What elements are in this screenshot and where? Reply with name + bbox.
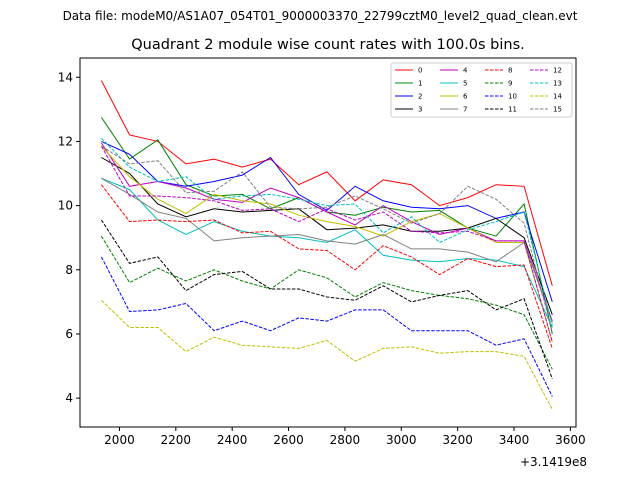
chart-title: Quadrant 2 module wise count rates with … [131, 37, 525, 53]
legend-label-11: 11 [508, 106, 517, 114]
data-file-header: Data file: modeM0/AS1A07_054T01_90000033… [63, 9, 578, 23]
series-line-14 [101, 299, 553, 410]
x-tick-label: 3200 [442, 433, 473, 447]
legend-label-13: 13 [553, 80, 562, 88]
x-tick-label: 3600 [555, 433, 586, 447]
legend-label-10: 10 [508, 93, 517, 101]
legend-label-14: 14 [553, 93, 562, 101]
legend-label-0: 0 [418, 67, 422, 75]
legend-label-5: 5 [463, 80, 467, 88]
x-tick-label: 2000 [104, 433, 135, 447]
x-tick-label: 2800 [330, 433, 361, 447]
legend-label-1: 1 [418, 80, 422, 88]
legend-label-7: 7 [463, 106, 467, 114]
series-line-9 [100, 235, 553, 370]
series-line-5 [101, 177, 553, 328]
x-tick-label: 3000 [386, 433, 417, 447]
legend-label-3: 3 [418, 106, 422, 114]
legend-label-2: 2 [418, 93, 422, 101]
series-line-3 [101, 157, 553, 315]
series-line-15 [101, 145, 553, 333]
series-line-0 [100, 80, 553, 286]
series-line-8 [101, 184, 553, 349]
y-tick-label: 10 [58, 199, 73, 213]
legend-label-15: 15 [553, 106, 562, 114]
legend-label-9: 9 [508, 80, 512, 88]
x-offset-label: +3.1419e8 [520, 455, 587, 469]
y-tick-label: 12 [58, 134, 73, 148]
series-line-6 [101, 145, 553, 343]
x-tick-label: 2600 [273, 433, 304, 447]
y-tick-label: 6 [65, 327, 73, 341]
axes-frame [79, 57, 577, 428]
y-tick-label: 8 [65, 263, 73, 277]
series-line-2 [101, 140, 553, 303]
series-line-13 [101, 137, 553, 327]
x-tick-label: 3400 [499, 433, 530, 447]
legend-label-6: 6 [463, 93, 468, 101]
legend-label-8: 8 [508, 67, 512, 75]
series-line-11 [100, 219, 553, 380]
y-tick-label: 4 [65, 391, 73, 405]
series-line-7 [101, 177, 553, 323]
legend-label-12: 12 [553, 67, 562, 75]
legend-label-4: 4 [463, 67, 468, 75]
series-line-10 [100, 256, 553, 397]
plot-area [100, 80, 553, 410]
x-tick-label: 2200 [161, 433, 192, 447]
x-tick-label: 2400 [217, 433, 248, 447]
y-tick-label: 14 [58, 70, 73, 84]
series-line-12 [100, 145, 553, 343]
axes: 2000 2200 2400 2600 2800 3000 3200 3400 3600 4 6 8 1… [58, 57, 586, 447]
legend-box [390, 62, 573, 118]
series-line-4 [100, 142, 553, 322]
